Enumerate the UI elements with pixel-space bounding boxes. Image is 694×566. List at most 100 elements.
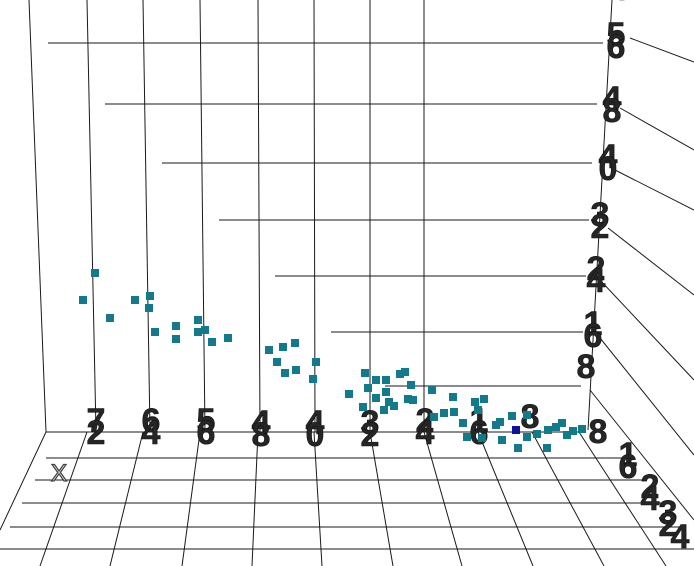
floor-depth-line: [181, 431, 201, 566]
data-point[interactable]: [430, 413, 438, 421]
data-point[interactable]: [372, 394, 380, 402]
z-axis-tick-label: 2: [591, 208, 610, 246]
floor-depth-line: [369, 431, 394, 566]
data-point[interactable]: [523, 411, 531, 419]
data-point[interactable]: [552, 423, 560, 431]
data-point[interactable]: [208, 338, 216, 346]
data-point[interactable]: [578, 425, 586, 433]
data-point[interactable]: [508, 412, 516, 420]
side-wall-grid-line: [629, 37, 694, 63]
x-axis-tick-label: 6: [197, 414, 216, 452]
data-point[interactable]: [543, 444, 551, 452]
data-point[interactable]: [172, 335, 180, 343]
data-point[interactable]: [292, 366, 300, 374]
data-point[interactable]: [480, 395, 488, 403]
data-point[interactable]: [474, 406, 482, 414]
data-point[interactable]: [382, 388, 390, 396]
data-point[interactable]: [359, 403, 367, 411]
data-point[interactable]: [364, 384, 372, 392]
data-point[interactable]: [471, 398, 479, 406]
data-point[interactable]: [498, 436, 506, 444]
data-point[interactable]: [449, 393, 457, 401]
z-axis-tick-label: 8: [603, 92, 622, 130]
data-point[interactable]: [407, 381, 415, 389]
side-wall-grid-line: [595, 332, 694, 456]
data-point[interactable]: [440, 409, 448, 417]
data-point[interactable]: [396, 370, 404, 378]
x-axis-tick-label: 4: [142, 414, 161, 452]
y-axis-tick-label: 2: [659, 506, 678, 544]
data-point[interactable]: [523, 433, 531, 441]
data-point[interactable]: [514, 444, 522, 452]
data-point[interactable]: [463, 433, 471, 441]
data-point[interactable]: [390, 402, 398, 410]
x-axis-tick-label: 8: [252, 416, 271, 454]
data-point[interactable]: [309, 375, 317, 383]
x-axis-tick-label: 2: [87, 414, 106, 452]
data-point[interactable]: [361, 369, 369, 377]
data-point[interactable]: [106, 314, 114, 322]
floor-depth-line: [39, 431, 88, 566]
data-point[interactable]: [194, 328, 202, 336]
z-axis-tick-label: 2: [587, 250, 606, 288]
data-point[interactable]: [345, 390, 353, 398]
data-point[interactable]: [194, 316, 202, 324]
back-wall-vertical-line: [142, 0, 151, 433]
back-wall-vertical-line: [28, 0, 47, 433]
data-point[interactable]: [382, 376, 390, 384]
data-point[interactable]: [569, 427, 577, 435]
data-point[interactable]: [563, 431, 571, 439]
x-axis-tick-label: 4: [306, 404, 325, 442]
side-wall-front-edge: [587, 0, 613, 431]
z-axis-tick-label: 6: [607, 28, 626, 66]
data-point[interactable]: [385, 398, 393, 406]
z-axis-tick-label: 3: [591, 196, 610, 234]
data-point[interactable]: [428, 386, 436, 394]
side-wall-grid-line: [619, 107, 694, 151]
data-point[interactable]: [273, 358, 281, 366]
floor-depth-line: [251, 431, 259, 566]
data-point[interactable]: [131, 296, 139, 304]
floor-depth-line: [313, 431, 323, 566]
back-wall-vertical-line: [199, 0, 206, 433]
data-point[interactable]: [145, 304, 153, 312]
data-point[interactable]: [409, 396, 417, 404]
data-point[interactable]: [544, 426, 552, 434]
data-point[interactable]: [291, 339, 299, 347]
highlighted-data-point[interactable]: [512, 426, 520, 434]
data-point[interactable]: [279, 343, 287, 351]
x-axis-tick-label: 6: [470, 414, 489, 452]
data-point[interactable]: [79, 296, 87, 304]
data-point[interactable]: [281, 369, 289, 377]
data-point[interactable]: [459, 419, 467, 427]
data-point[interactable]: [533, 430, 541, 438]
z-axis-tick-label: 0: [599, 150, 618, 188]
data-point[interactable]: [450, 408, 458, 416]
data-point[interactable]: [224, 334, 232, 342]
x-axis-tick-label: 4: [252, 404, 271, 442]
x-axis-tick-label: 2: [416, 402, 435, 440]
x-axis-tick-label: 4: [416, 414, 435, 452]
floor-depth-line: [423, 431, 463, 566]
data-point[interactable]: [146, 292, 154, 300]
y-axis-tick-label: 2: [641, 468, 660, 506]
data-point[interactable]: [558, 419, 566, 427]
data-point[interactable]: [496, 418, 504, 426]
side-wall-grid-line: [607, 227, 694, 296]
y-axis-tick-label: 8: [589, 413, 608, 451]
side-wall-grid-line: [599, 279, 694, 381]
back-wall-vertical-line: [86, 0, 97, 433]
data-point[interactable]: [312, 358, 320, 366]
data-point[interactable]: [478, 434, 486, 442]
data-point[interactable]: [404, 395, 412, 403]
data-point[interactable]: [172, 322, 180, 330]
tick-labels: 7264564840322416864564840322416881624324: [86, 0, 690, 556]
data-point[interactable]: [372, 376, 380, 384]
data-point[interactable]: [380, 406, 388, 414]
data-point[interactable]: [91, 269, 99, 277]
data-point[interactable]: [151, 328, 159, 336]
data-point[interactable]: [401, 368, 409, 376]
data-point[interactable]: [265, 346, 273, 354]
data-point[interactable]: [201, 326, 209, 334]
